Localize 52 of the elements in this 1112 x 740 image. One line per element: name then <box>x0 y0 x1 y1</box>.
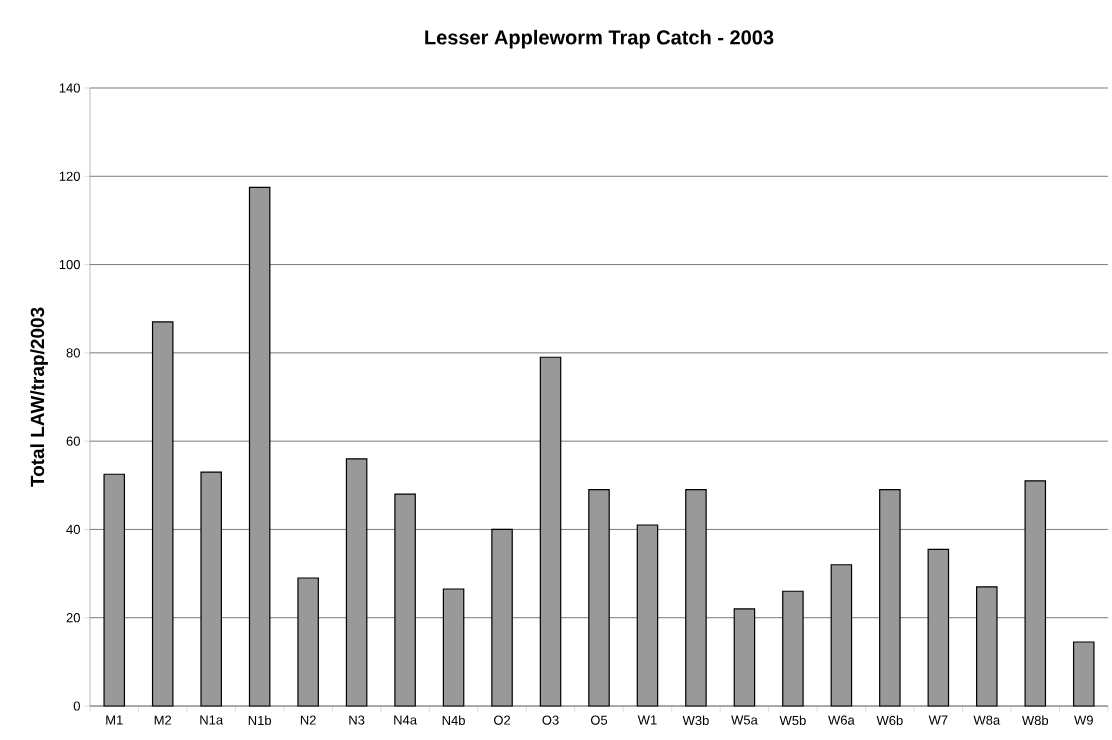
x-tick-label: W8a <box>973 715 1001 725</box>
x-tick-label: W6b <box>876 715 903 726</box>
bar <box>879 489 901 707</box>
x-tick-label: O2 <box>493 715 511 725</box>
y-tick-label: 140 <box>59 83 80 93</box>
x-tick-label: O5 <box>590 715 608 725</box>
bar <box>830 564 853 707</box>
y-tick-label: 60 <box>66 436 80 446</box>
bar <box>491 528 513 707</box>
bar <box>733 608 756 707</box>
bar <box>442 588 465 707</box>
x-tick-label: N1b <box>248 715 272 726</box>
bar <box>976 586 998 707</box>
x-tick-label: O3 <box>542 715 559 725</box>
x-tick-label: W9 <box>1074 715 1093 725</box>
bar <box>200 471 222 707</box>
x-tick-label: W5b <box>779 715 806 726</box>
y-tick-label: 80 <box>66 348 80 358</box>
bar <box>782 590 804 707</box>
bar <box>248 186 271 707</box>
x-tick-label: M1 <box>106 715 123 725</box>
bar <box>1024 480 1047 707</box>
y-tick-label: 100 <box>59 259 80 270</box>
y-tick-label: 20 <box>66 613 80 623</box>
x-tick-label: M2 <box>154 715 172 725</box>
y-tick-label: 40 <box>66 524 80 535</box>
x-tick-label: W8b <box>1021 715 1049 726</box>
x-tick-label: N4a <box>394 715 418 725</box>
x-tick-label: N3 <box>349 715 365 725</box>
bar <box>636 524 659 707</box>
x-tick-label: W1 <box>637 715 657 725</box>
bar <box>685 489 707 707</box>
bar <box>103 473 126 707</box>
y-axis-title: Total LAW/trap/2003 <box>30 307 48 487</box>
chart-title: Lesser Appleworm Trap Catch - 2003 <box>425 29 774 49</box>
x-tick-label: W5a <box>731 715 758 725</box>
x-tick-label: N1a <box>200 715 224 725</box>
bar <box>345 458 368 707</box>
x-tick-label: W3b <box>682 715 709 726</box>
y-tick-label: 0 <box>73 701 80 711</box>
bar <box>1072 641 1095 707</box>
bar <box>539 356 562 707</box>
bar <box>588 489 610 707</box>
x-tick-label: W7 <box>928 715 948 725</box>
bar <box>297 577 319 707</box>
x-tick-label: N2 <box>300 715 316 725</box>
y-tick-label: 120 <box>59 171 80 181</box>
bar <box>394 493 416 707</box>
x-tick-label: N4b <box>442 715 465 726</box>
x-tick-label: W6a <box>828 715 855 725</box>
bar <box>927 548 950 707</box>
bar <box>151 321 174 707</box>
